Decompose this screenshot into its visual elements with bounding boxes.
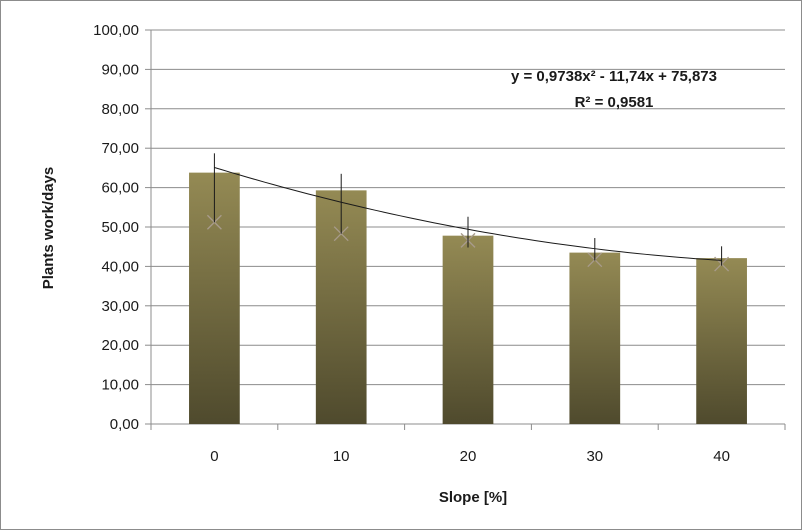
trendline-curve bbox=[214, 167, 722, 261]
y-axis-title: Plants work/days bbox=[40, 167, 57, 290]
y-tick-label: 20,00 bbox=[101, 337, 139, 354]
x-tick-label: 40 bbox=[713, 448, 730, 465]
y-tick-label: 10,00 bbox=[101, 377, 139, 394]
bar bbox=[569, 252, 621, 424]
x-tick-label: 30 bbox=[586, 448, 603, 465]
x-tick-labels: 0 10 20 30 40 bbox=[210, 448, 730, 465]
trendline bbox=[214, 167, 722, 261]
trendline-r-squared: R² = 0,9581 bbox=[575, 94, 654, 111]
trendline-equation: y = 0,9738x² - 11,74x + 75,873 bbox=[511, 68, 717, 85]
y-tick-label: 40,00 bbox=[101, 258, 139, 275]
y-tick-labels: 0,00 10,00 20,00 30,00 40,00 50,00 60,00 70,00 8… bbox=[93, 22, 139, 433]
x-axis-title: Slope [%] bbox=[439, 489, 507, 506]
y-tick-label: 60,00 bbox=[101, 180, 139, 197]
y-tick-label: 90,00 bbox=[101, 61, 139, 78]
bars bbox=[189, 172, 747, 424]
error-bars bbox=[213, 153, 723, 266]
x-tick-label: 0 bbox=[210, 448, 218, 465]
bar bbox=[696, 258, 747, 424]
y-tick-label: 80,00 bbox=[101, 101, 139, 118]
bar bbox=[442, 235, 494, 424]
y-tick-label: 50,00 bbox=[101, 219, 139, 236]
y-tick-label: 30,00 bbox=[101, 298, 139, 315]
x-tick-label: 10 bbox=[333, 448, 350, 465]
y-tick-label: 70,00 bbox=[101, 140, 139, 157]
y-tick-label: 0,00 bbox=[110, 416, 139, 433]
y-tick-label: 100,00 bbox=[93, 22, 139, 39]
x-tick-label: 20 bbox=[460, 448, 477, 465]
